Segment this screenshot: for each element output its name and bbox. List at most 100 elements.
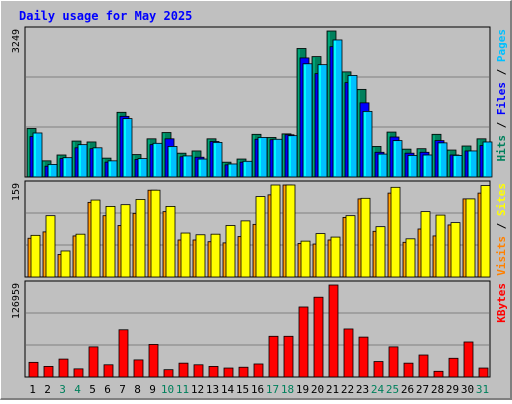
bar-highlight-files-day-26 [406, 154, 408, 176]
bar-highlight-sites-day-12 [197, 235, 199, 276]
bar-highlight-sites-day-2 [47, 216, 49, 276]
bar-kbytes-day-7 [118, 329, 129, 378]
bar-kbytes-day-11 [178, 362, 189, 378]
bar-highlight-kbytes-day-24 [375, 362, 377, 376]
bar-highlight-visits-day-6 [104, 216, 106, 276]
bar-highlight-pages-day-16 [259, 138, 261, 176]
bar-highlight-hits-day-14 [223, 163, 225, 176]
bar-highlight-visits-day-20 [314, 245, 316, 276]
bar-kbytes-day-16 [253, 363, 264, 378]
bar-highlight-pages-day-31 [484, 142, 486, 176]
x-label-day-11: 11 [176, 383, 189, 396]
bar-kbytes-day-9 [148, 344, 159, 378]
bar-sites-day-27 [420, 211, 431, 278]
bar-highlight-kbytes-day-18 [285, 337, 287, 376]
bar-highlight-sites-day-21 [332, 238, 334, 276]
bar-highlight-visits-day-2 [44, 232, 46, 276]
bar-highlight-kbytes-day-23 [360, 338, 362, 376]
bar-kbytes-day-29 [448, 357, 459, 378]
bar-pages-day-9 [152, 142, 163, 178]
bar-sites-day-11 [180, 232, 191, 278]
bar-kbytes-day-17 [268, 335, 279, 378]
bar-highlight-visits-day-18 [284, 186, 286, 276]
bar-highlight-files-day-10 [166, 139, 168, 176]
legend-separator: / [495, 115, 508, 135]
bar-sites-day-12 [195, 234, 206, 278]
bar-pages-day-7 [122, 118, 133, 178]
bar-highlight-files-day-30 [466, 151, 468, 176]
bar-highlight-pages-day-4 [79, 145, 81, 176]
bar-pages-day-21 [332, 39, 343, 178]
bar-highlight-pages-day-21 [334, 40, 336, 176]
x-label-day-21: 21 [326, 383, 339, 396]
x-label-day-15: 15 [236, 383, 249, 396]
bar-highlight-hits-day-15 [238, 160, 240, 176]
legend-separator: / [495, 216, 508, 236]
bar-sites-day-30 [465, 198, 476, 278]
bar-highlight-hits-day-19 [298, 49, 300, 177]
bar-highlight-pages-day-11 [184, 156, 186, 176]
x-label-day-28: 28 [431, 383, 444, 396]
bar-highlight-files-day-14 [226, 165, 228, 176]
bar-highlight-sites-day-18 [287, 186, 289, 276]
bar-highlight-hits-day-30 [463, 146, 465, 176]
bar-highlight-pages-day-24 [379, 155, 381, 176]
bar-pages-day-31 [482, 141, 493, 178]
x-label-day-18: 18 [281, 383, 294, 396]
bar-highlight-kbytes-day-27 [420, 356, 422, 376]
bar-highlight-files-day-28 [436, 141, 438, 176]
bar-highlight-kbytes-day-30 [465, 342, 467, 376]
bar-sites-day-6 [105, 206, 116, 278]
bar-highlight-sites-day-11 [182, 234, 184, 276]
bar-highlight-files-day-16 [256, 140, 258, 176]
bar-highlight-sites-day-3 [62, 251, 64, 276]
x-label-day-8: 8 [134, 383, 141, 396]
bar-highlight-pages-day-25 [394, 141, 396, 176]
x-label-day-13: 13 [206, 383, 219, 396]
bar-highlight-files-day-2 [46, 167, 48, 176]
bar-highlight-hits-day-28 [433, 135, 435, 176]
x-label-day-5: 5 [89, 383, 96, 396]
bar-highlight-hits-day-10 [163, 133, 165, 176]
bar-sites-day-20 [315, 233, 326, 278]
x-label-day-14: 14 [221, 383, 235, 396]
bar-highlight-sites-day-20 [317, 234, 319, 276]
bar-kbytes-day-31 [478, 367, 489, 378]
bar-highlight-kbytes-day-5 [90, 347, 92, 376]
bar-highlight-sites-day-13 [212, 235, 214, 276]
bar-highlight-files-day-6 [106, 163, 108, 176]
bar-highlight-sites-day-24 [377, 227, 379, 276]
bar-kbytes-day-1 [28, 361, 39, 378]
max-label-hits-files-pages: 3249 [11, 29, 22, 53]
bar-highlight-sites-day-28 [437, 216, 439, 276]
bar-kbytes-day-14 [223, 367, 234, 378]
bar-highlight-visits-day-12 [194, 240, 196, 276]
bar-kbytes-day-28 [433, 370, 444, 378]
bar-pages-day-25 [392, 140, 403, 178]
bar-highlight-sites-day-27 [422, 212, 424, 276]
bar-highlight-sites-day-17 [272, 186, 274, 276]
bar-kbytes-day-12 [193, 364, 204, 378]
bar-highlight-pages-day-15 [244, 162, 246, 176]
bar-highlight-visits-day-28 [434, 236, 436, 276]
bar-kbytes-day-19 [298, 306, 309, 378]
bar-pages-day-12 [197, 158, 208, 178]
x-label-day-29: 29 [446, 383, 459, 396]
bar-highlight-files-day-5 [91, 149, 93, 176]
bar-highlight-kbytes-day-25 [390, 347, 392, 376]
bar-pages-day-23 [362, 110, 373, 178]
bar-highlight-hits-day-27 [418, 149, 420, 176]
max-label-visits-sites: 159 [11, 183, 22, 201]
bar-highlight-hits-day-13 [208, 139, 210, 176]
legend-hits-files-pages: Hits / Files / Pages [495, 29, 508, 162]
bar-highlight-pages-day-19 [304, 64, 306, 176]
bar-highlight-sites-day-30 [467, 199, 469, 276]
x-label-day-10: 10 [161, 383, 174, 396]
bar-sites-day-9 [150, 189, 161, 278]
bar-sites-day-17 [270, 184, 281, 278]
bar-highlight-kbytes-day-19 [300, 307, 302, 376]
bar-highlight-files-day-31 [481, 146, 483, 176]
bar-highlight-kbytes-day-2 [45, 367, 47, 376]
bar-pages-day-19 [302, 63, 313, 178]
